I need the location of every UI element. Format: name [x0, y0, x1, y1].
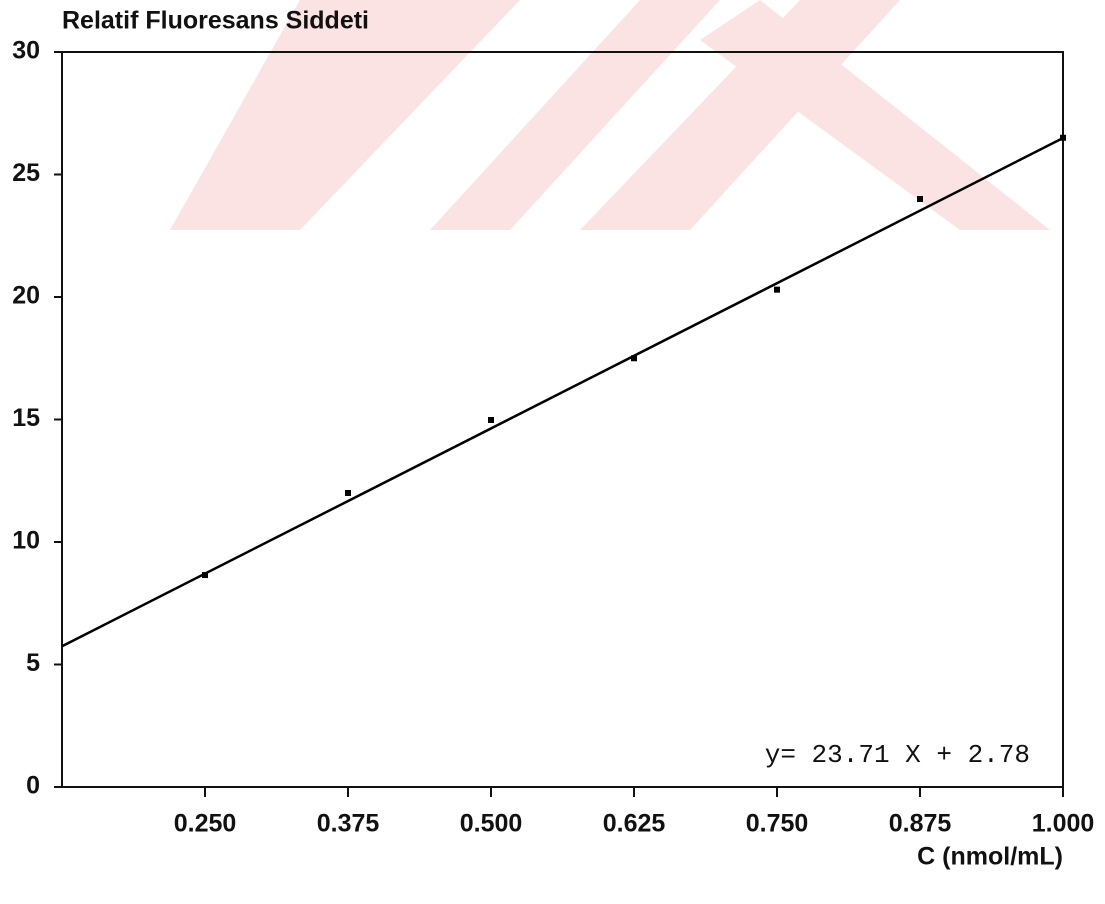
- x-tick-label: 0.375: [317, 810, 380, 838]
- chart-title: Relatif Fluoresans Siddeti: [62, 7, 369, 35]
- y-tick-label: 25: [12, 159, 40, 187]
- x-tick-label: 0.875: [889, 810, 952, 838]
- x-tick-label: 0.750: [746, 810, 809, 838]
- y-tick-label: 30: [12, 37, 40, 65]
- data-point: [488, 417, 494, 423]
- data-point: [774, 287, 780, 293]
- x-tick-label: 0.500: [460, 810, 523, 838]
- y-tick-label: 0: [26, 772, 40, 800]
- x-tick-label: 0.250: [174, 810, 237, 838]
- y-tick-label: 10: [12, 527, 40, 555]
- data-point: [202, 572, 208, 578]
- data-point: [345, 490, 351, 496]
- data-point: [631, 355, 637, 361]
- equation: y= 23.71 X + 2.78: [765, 740, 1030, 770]
- y-tick-label: 15: [12, 404, 40, 432]
- y-tick-label: 20: [12, 282, 40, 310]
- data-point: [917, 196, 923, 202]
- x-tick-label: 1.000: [1032, 810, 1095, 838]
- x-tick-label: 0.625: [603, 810, 666, 838]
- x-axis-label: C (nmol/mL): [917, 843, 1063, 871]
- data-point: [1060, 135, 1066, 141]
- chart: Relatif Fluoresans Siddeti C (nmol/mL) y…: [0, 0, 1105, 904]
- y-tick-label: 5: [26, 649, 40, 677]
